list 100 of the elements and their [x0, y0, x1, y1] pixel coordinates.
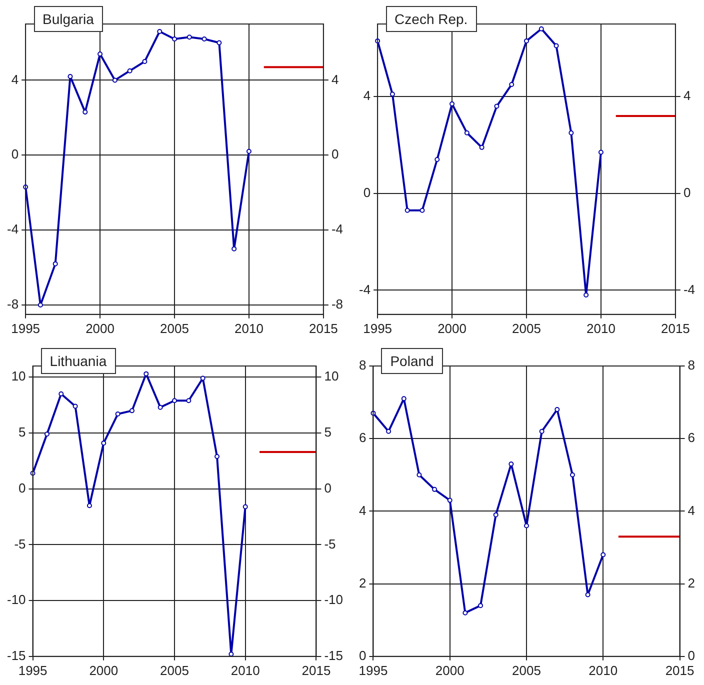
y2-tick-label: -4 [331, 222, 344, 237]
x-tick-label: 2000 [438, 320, 466, 336]
y-tick-label: 0 [18, 480, 26, 496]
x-tick-label: 1995 [18, 662, 48, 678]
y2-tick-label: 0 [688, 648, 696, 663]
point [228, 652, 234, 657]
point [450, 101, 455, 106]
point [200, 376, 206, 381]
point [539, 428, 544, 434]
x-tick-label: 2005 [160, 320, 189, 336]
point [172, 398, 177, 404]
point [447, 498, 452, 503]
point [214, 454, 220, 459]
y-tick-label: 0 [363, 184, 371, 200]
point [144, 371, 149, 376]
point [127, 68, 132, 74]
point [202, 36, 207, 42]
point [600, 552, 606, 558]
point [72, 404, 78, 409]
point [232, 246, 237, 252]
point [524, 523, 529, 528]
y2-tick-label: 0 [324, 480, 332, 496]
x-tick-label: 1995 [11, 320, 40, 336]
point [58, 391, 64, 396]
point [38, 302, 43, 308]
point [101, 440, 106, 446]
y2-tick-label: 6 [688, 430, 696, 446]
x-tick-label: 2015 [665, 662, 694, 678]
y-tick-label: -5 [14, 536, 26, 552]
point [401, 396, 406, 402]
point [86, 503, 92, 508]
y2-tick-label: -10 [324, 592, 344, 608]
y-tick-label: 4 [358, 502, 366, 518]
y2-tick-label: 5 [324, 424, 332, 440]
point [434, 157, 440, 162]
point [584, 292, 589, 298]
x-tick-label: 2015 [308, 320, 338, 336]
y-tick-label: -4 [358, 282, 371, 297]
point [44, 432, 50, 437]
point [115, 412, 120, 417]
y-tick-label: 0 [358, 648, 366, 663]
y-tick-label: 4 [11, 72, 19, 87]
y-tick-label: -15 [6, 648, 26, 663]
point [598, 150, 604, 155]
chart-title: Lithuania [40, 348, 116, 374]
y-tick-label: 10 [11, 368, 26, 384]
point [98, 51, 103, 56]
y2-tick-label: -8 [331, 296, 344, 312]
point [386, 428, 392, 434]
y-tick-label: 8 [358, 358, 366, 373]
y2-tick-label: 4 [683, 88, 691, 104]
point [420, 208, 425, 213]
point [68, 74, 73, 79]
point [554, 407, 560, 412]
y2-tick-label: 0 [683, 184, 691, 200]
point [246, 148, 252, 154]
point [416, 472, 422, 478]
point [129, 408, 134, 414]
point [52, 261, 58, 266]
point [478, 603, 484, 608]
chart-title: Bulgaria [34, 6, 103, 32]
y2-tick-label: -4 [683, 282, 696, 297]
y2-tick-label: 4 [688, 502, 696, 518]
point [479, 144, 484, 150]
y2-tick-label: 8 [688, 358, 696, 373]
point [524, 38, 529, 44]
point [568, 130, 574, 136]
y-tick-label: -10 [6, 592, 26, 608]
point [570, 472, 575, 478]
chart-title: Czech Rep. [386, 6, 477, 32]
point [390, 92, 395, 97]
point [538, 26, 544, 32]
point [216, 40, 222, 46]
x-tick-label: 2000 [86, 320, 114, 336]
y2-tick-label: -5 [324, 536, 336, 552]
x-tick-label: 2010 [230, 662, 260, 678]
point [432, 486, 438, 492]
point [554, 43, 559, 48]
y-tick-label: 2 [358, 575, 366, 590]
point [585, 592, 590, 598]
point [157, 28, 162, 34]
point [494, 104, 500, 109]
x-tick-label: 2005 [512, 662, 541, 678]
x-tick-label: 2015 [302, 662, 331, 678]
point [242, 504, 248, 510]
chart-title: Poland [381, 348, 443, 374]
point [172, 36, 177, 42]
point [112, 78, 118, 83]
x-tick-label: 2010 [234, 320, 264, 336]
point [509, 82, 514, 87]
y2-tick-label: -15 [324, 648, 344, 663]
x-tick-label: 2015 [660, 320, 690, 336]
x-tick-label: 1995 [363, 320, 392, 336]
y-tick-label: 0 [11, 146, 19, 162]
x-tick-label: 1995 [358, 662, 388, 678]
point [493, 512, 498, 518]
point [462, 610, 468, 616]
x-tick-label: 2010 [588, 662, 618, 678]
point [82, 110, 88, 115]
y-tick-label: 6 [358, 430, 366, 446]
